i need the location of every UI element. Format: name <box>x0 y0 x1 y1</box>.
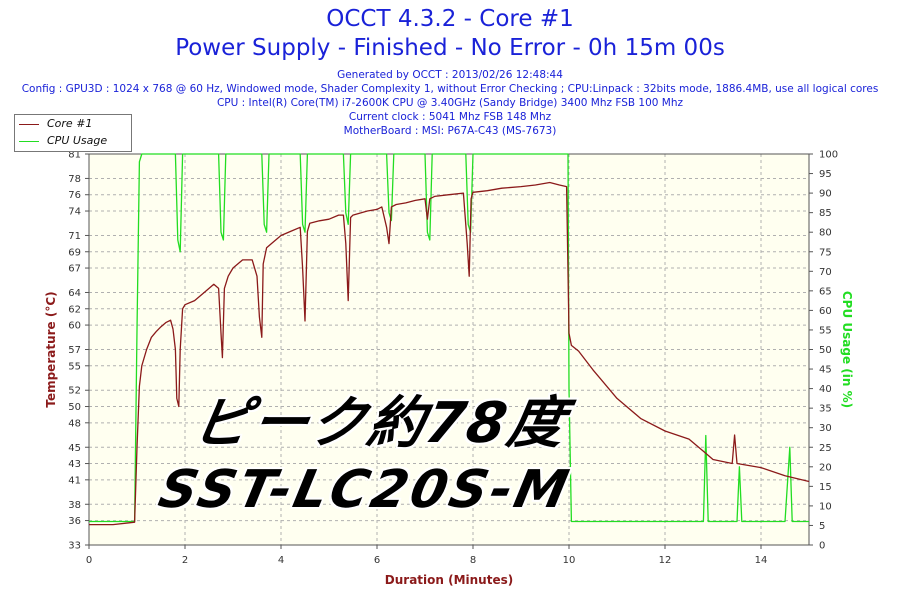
y-tick-label: 36 <box>68 516 81 527</box>
y2-axis-label: CPU Usage (in %) <box>840 291 854 408</box>
y2-tick-label: 40 <box>819 384 832 395</box>
x-tick-label: 2 <box>182 555 188 566</box>
x-tick-label: 14 <box>755 555 768 566</box>
y2-tick-label: 65 <box>819 286 832 297</box>
y-tick-label: 69 <box>68 247 81 258</box>
legend-swatch-cpu-usage <box>19 140 39 142</box>
generated-info: Generated by OCCT : 2013/02/26 12:48:44 <box>337 69 563 81</box>
y-tick-label: 67 <box>68 264 81 275</box>
y2-tick-label: 100 <box>819 150 838 161</box>
y-tick-label: 74 <box>68 207 81 218</box>
chart-legend: Core #1 CPU Usage <box>14 114 132 152</box>
x-tick-label: 8 <box>470 555 476 566</box>
x-tick-label: 12 <box>659 555 672 566</box>
y2-tick-label: 10 <box>819 501 832 512</box>
chart-title-line1: OCCT 4.3.2 - Core #1 <box>326 6 574 32</box>
y-tick-label: 52 <box>68 386 81 397</box>
y2-tick-label: 75 <box>819 247 832 258</box>
y2-tick-label: 45 <box>819 365 832 376</box>
y2-tick-label: 25 <box>819 443 832 454</box>
motherboard-info: MotherBoard : MSI: P67A-C43 (MS-7673) <box>343 125 557 137</box>
y-tick-label: 62 <box>68 304 81 315</box>
y-tick-label: 48 <box>68 418 81 429</box>
y-tick-label: 43 <box>68 459 81 470</box>
x-axis-label: Duration (Minutes) <box>385 573 513 587</box>
cpu-info: CPU : Intel(R) Core(TM) i7-2600K CPU @ 3… <box>216 97 684 109</box>
y-tick-label: 71 <box>68 231 81 242</box>
y2-tick-label: 50 <box>819 345 832 356</box>
overlay-model-text: SST-LC20S-M <box>153 460 577 520</box>
x-tick-label: 4 <box>278 555 284 566</box>
y-tick-label: 57 <box>68 345 81 356</box>
y-tick-label: 78 <box>68 174 81 185</box>
clock-info: Current clock : 5041 Mhz FSB 148 Mhz <box>348 111 552 123</box>
y2-tick-label: 35 <box>819 404 832 415</box>
y-tick-label: 81 <box>68 150 81 161</box>
y2-tick-label: 55 <box>819 325 832 336</box>
y-axis-label: Temperature (°C) <box>44 291 58 407</box>
y2-tick-label: 0 <box>819 541 825 552</box>
legend-label-core1: Core #1 <box>47 117 93 130</box>
y2-tick-label: 20 <box>819 462 832 473</box>
config-info: Config : GPU3D : 1024 x 768 @ 60 Hz, Win… <box>21 83 879 95</box>
series-line-cpu-usage <box>89 153 809 523</box>
y-tick-label: 60 <box>68 321 81 332</box>
y2-tick-label: 30 <box>819 423 832 434</box>
x-tick-label: 0 <box>86 555 92 566</box>
series-line-core1 <box>89 181 810 526</box>
y-tick-label: 33 <box>68 541 81 552</box>
y2-tick-label: 15 <box>819 482 832 493</box>
y2-tick-label: 85 <box>819 208 832 219</box>
legend-item-cpu-usage: CPU Usage <box>19 133 107 149</box>
x-tick-label: 6 <box>374 555 380 566</box>
y-tick-label: 64 <box>68 288 81 299</box>
y2-tick-label: 70 <box>819 267 832 278</box>
y-tick-label: 76 <box>68 190 81 201</box>
y-tick-label: 55 <box>68 361 81 372</box>
y2-tick-label: 95 <box>819 169 832 180</box>
legend-item-core1: Core #1 <box>19 116 92 132</box>
y2-tick-label: 80 <box>819 228 832 239</box>
legend-swatch-core1 <box>19 123 39 125</box>
y2-tick-label: 60 <box>819 306 832 317</box>
x-tick-label: 10 <box>563 555 576 566</box>
legend-label-cpu-usage: CPU Usage <box>47 134 108 147</box>
y-tick-label: 50 <box>68 402 81 413</box>
y2-tick-label: 90 <box>819 189 832 200</box>
chart-title-line2: Power Supply - Finished - No Error - 0h … <box>175 35 725 61</box>
y-tick-label: 41 <box>68 475 81 486</box>
y2-tick-label: 5 <box>819 521 825 532</box>
y-tick-label: 45 <box>68 443 81 454</box>
y-tick-label: 38 <box>68 500 81 511</box>
overlay-peak-text: ピーク約78度 <box>188 391 572 456</box>
